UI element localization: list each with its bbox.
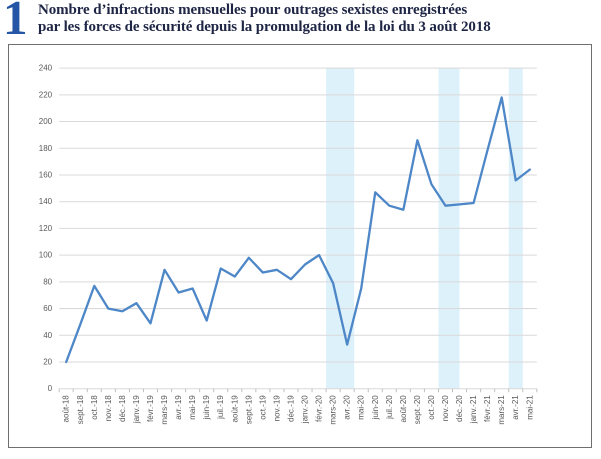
y-tick-label: 120 [39, 224, 53, 233]
figure-header: 1 Nombre d’infractions mensuelles pour o… [0, 0, 601, 44]
y-tick-label: 200 [39, 117, 53, 126]
y-tick-label: 140 [39, 197, 53, 206]
y-tick-label: 240 [39, 64, 53, 73]
x-tick-label: oct.-20 [427, 395, 436, 420]
y-tick-label: 180 [39, 144, 53, 153]
data-line [65, 96, 531, 364]
x-tick-label: mai-19 [188, 395, 197, 420]
y-tick-label: 0 [48, 384, 53, 393]
x-tick-label: sept.-20 [413, 395, 422, 425]
y-tick-label: 220 [39, 90, 53, 99]
x-tick-label: déc.-18 [118, 395, 127, 422]
y-tick-label: 60 [43, 304, 52, 313]
x-tick-label: nov.-20 [441, 395, 450, 422]
x-tick-label: janv.-20 [301, 395, 310, 424]
y-tick-label: 160 [39, 170, 53, 179]
figure-title: Nombre d’infractions mensuelles pour out… [38, 2, 598, 35]
x-tick-label: nov.-18 [104, 395, 113, 422]
x-tick-label: avr.-21 [511, 395, 520, 420]
line-chart: 0 20 40 60 80 100 120 140 160 180 200 220 240 août-18… [39, 64, 538, 425]
x-axis-labels: août-18 sept.-18 oct.-18 nov.-18 déc.-18 janv… [62, 395, 535, 425]
chart-panel: 0 20 40 60 80 100 120 140 160 180 200 220 240 août-18… [8, 44, 592, 448]
x-tick-label: juin-19 [202, 395, 211, 421]
x-tick-label: août-20 [399, 395, 408, 423]
x-tick-label: juil.-19 [216, 395, 225, 420]
x-tick-label: mai-20 [357, 395, 366, 420]
x-axis-ticks [58, 388, 538, 393]
x-tick-label: mai-21 [525, 395, 534, 420]
x-tick-label: mars-19 [160, 395, 169, 425]
x-tick-label: août-18 [62, 395, 71, 423]
x-tick-label: oct.-18 [90, 395, 99, 420]
y-tick-label: 80 [43, 277, 52, 286]
figure-title-line1: Nombre d’infractions mensuelles pour out… [38, 2, 468, 18]
x-tick-label: déc.-19 [286, 395, 295, 422]
x-tick-label: avr.-20 [343, 395, 352, 420]
x-tick-label: oct.-19 [258, 395, 267, 420]
x-tick-label: juin-20 [371, 395, 380, 421]
y-tick-label: 40 [43, 331, 52, 340]
x-tick-label: août-19 [230, 395, 239, 423]
grid-lines [59, 67, 537, 390]
x-tick-label: sept.-19 [244, 395, 253, 425]
figure-number: 1 [3, 0, 28, 45]
x-tick-label: sept.-18 [76, 395, 85, 425]
x-tick-label: mars-20 [329, 395, 338, 425]
x-tick-label: janv.-21 [469, 395, 478, 424]
x-tick-label: févr.-21 [483, 395, 492, 422]
x-tick-label: avr.-19 [174, 395, 183, 420]
y-tick-label: 100 [39, 251, 53, 260]
y-axis-labels: 0 20 40 60 80 100 120 140 160 180 200 220 240 [39, 64, 53, 394]
x-tick-label: janv.-19 [132, 395, 141, 424]
y-tick-label: 20 [43, 358, 52, 367]
x-tick-label: déc.-20 [455, 395, 464, 422]
figure-title-line2: par les forces de sécurité depuis la pro… [38, 18, 491, 35]
x-tick-label: mars-21 [497, 395, 506, 425]
x-tick-label: nov.-19 [272, 395, 281, 422]
x-tick-label: févr.-20 [315, 395, 324, 422]
x-tick-label: juil.-20 [385, 395, 394, 420]
x-tick-label: févr.-19 [146, 395, 155, 422]
